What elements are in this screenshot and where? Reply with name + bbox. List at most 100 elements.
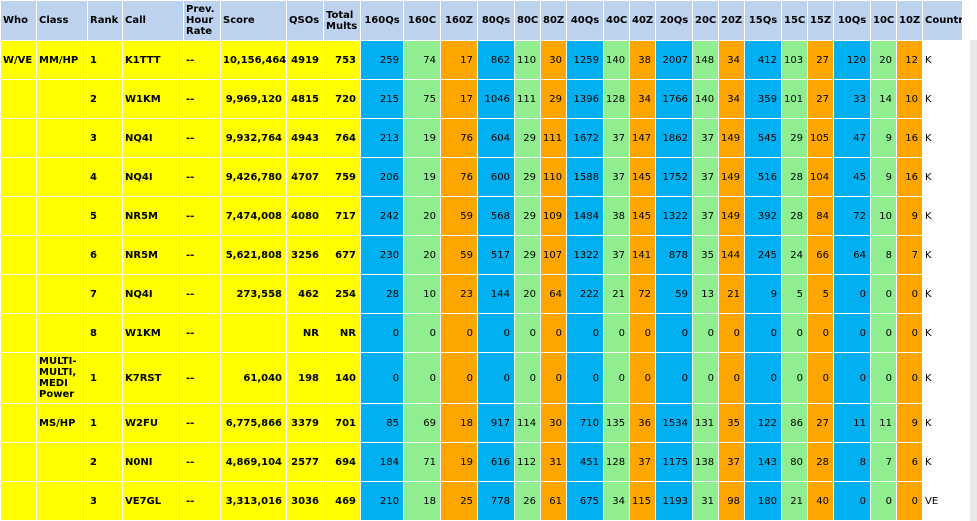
country-cell: K: [922, 40, 963, 80]
band-value-cell: 140: [603, 40, 630, 80]
column-header[interactable]: 20C: [692, 0, 719, 41]
column-header[interactable]: Who: [0, 0, 37, 41]
band-value-cell: 230: [360, 235, 404, 275]
score-cell: [220, 313, 287, 353]
band-value-cell: 37: [692, 157, 719, 197]
band-value-cell: 9: [896, 403, 923, 443]
class-cell: [36, 118, 88, 158]
column-header[interactable]: 15Qs: [744, 0, 782, 41]
band-value-cell: 33: [833, 79, 871, 119]
column-header[interactable]: 80Z: [540, 0, 567, 41]
rank-cell: 4: [87, 157, 123, 197]
rate-cell: --: [183, 274, 221, 314]
call-cell: K1TTT: [122, 40, 184, 80]
column-header[interactable]: 15C: [781, 0, 808, 41]
country-cell: K: [922, 79, 963, 119]
band-value-cell: 0: [744, 313, 782, 353]
call-cell: K7RST: [122, 352, 184, 404]
column-header[interactable]: 10Z: [896, 0, 923, 41]
rate-cell: --: [183, 481, 221, 521]
band-value-cell: 1484: [566, 196, 604, 236]
call-cell: N0NI: [122, 442, 184, 482]
band-value-cell: 568: [477, 196, 515, 236]
column-header[interactable]: 80Qs: [477, 0, 515, 41]
band-value-cell: 128: [603, 79, 630, 119]
class-cell: [36, 481, 88, 521]
band-value-cell: 0: [833, 313, 871, 353]
band-value-cell: 215: [360, 79, 404, 119]
band-value-cell: 5: [781, 274, 808, 314]
class-cell: MM/HP: [36, 40, 88, 80]
column-header[interactable]: 160Z: [440, 0, 478, 41]
band-value-cell: 9: [896, 196, 923, 236]
country-cell: K: [922, 442, 963, 482]
band-value-cell: 213: [360, 118, 404, 158]
column-header[interactable]: 160C: [403, 0, 441, 41]
header-edge: [962, 0, 977, 41]
column-header[interactable]: 40Qs: [566, 0, 604, 41]
band-value-cell: 59: [440, 196, 478, 236]
band-value-cell: 862: [477, 40, 515, 80]
country-cell: K: [922, 403, 963, 443]
column-header[interactable]: 40Z: [629, 0, 656, 41]
class-cell: MULTI-MULTI, MEDI Power: [36, 352, 88, 404]
band-value-cell: 0: [870, 274, 897, 314]
band-value-cell: 34: [629, 79, 656, 119]
band-value-cell: 27: [807, 40, 834, 80]
band-value-cell: 917: [477, 403, 515, 443]
band-value-cell: 145: [629, 157, 656, 197]
band-value-cell: 16: [896, 157, 923, 197]
column-header[interactable]: Prev. Hour Rate: [183, 0, 221, 41]
band-value-cell: 72: [833, 196, 871, 236]
qsos-cell: 3036: [286, 481, 324, 521]
vertical-scrollbar[interactable]: [970, 40, 977, 521]
band-value-cell: 412: [744, 40, 782, 80]
band-value-cell: 245: [744, 235, 782, 275]
column-header[interactable]: 10C: [870, 0, 897, 41]
column-header[interactable]: Call: [122, 0, 184, 41]
band-value-cell: 29: [781, 118, 808, 158]
band-value-cell: 210: [360, 481, 404, 521]
band-value-cell: 20: [514, 274, 541, 314]
column-header[interactable]: Class: [36, 0, 88, 41]
band-value-cell: 0: [718, 352, 745, 404]
band-value-cell: 9: [870, 118, 897, 158]
band-value-cell: 23: [440, 274, 478, 314]
band-value-cell: 259: [360, 40, 404, 80]
band-value-cell: 80: [781, 442, 808, 482]
rank-cell: 1: [87, 403, 123, 443]
band-value-cell: 37: [718, 442, 745, 482]
band-value-cell: 600: [477, 157, 515, 197]
rank-cell: 2: [87, 79, 123, 119]
band-value-cell: 18: [440, 403, 478, 443]
band-value-cell: 45: [833, 157, 871, 197]
column-header[interactable]: 80C: [514, 0, 541, 41]
band-value-cell: 64: [833, 235, 871, 275]
column-header[interactable]: Rank: [87, 0, 123, 41]
band-value-cell: 84: [807, 196, 834, 236]
qsos-cell: 3379: [286, 403, 324, 443]
table-row: 3 VE7GL -- 3,313,016 3036 469 210 18 25 778 26 61 67…: [0, 481, 977, 521]
column-header[interactable]: Score: [220, 0, 287, 41]
rate-cell: --: [183, 403, 221, 443]
column-header[interactable]: 20Z: [718, 0, 745, 41]
column-header[interactable]: 15Z: [807, 0, 834, 41]
band-value-cell: 98: [718, 481, 745, 521]
band-value-cell: 135: [603, 403, 630, 443]
column-header[interactable]: 10Qs: [833, 0, 871, 41]
column-header[interactable]: Country: [922, 0, 963, 41]
column-header[interactable]: 20Qs: [655, 0, 693, 41]
class-cell: MS/HP: [36, 403, 88, 443]
rank-cell: 1: [87, 40, 123, 80]
band-value-cell: 0: [566, 352, 604, 404]
column-header[interactable]: 160Qs: [360, 0, 404, 41]
band-value-cell: 37: [629, 442, 656, 482]
column-header[interactable]: Total Mults: [323, 0, 361, 41]
country-cell: K: [922, 157, 963, 197]
band-value-cell: 242: [360, 196, 404, 236]
band-value-cell: 14: [870, 79, 897, 119]
column-header[interactable]: 40C: [603, 0, 630, 41]
rate-cell: --: [183, 352, 221, 404]
band-value-cell: 20: [870, 40, 897, 80]
column-header[interactable]: QSOs: [286, 0, 324, 41]
